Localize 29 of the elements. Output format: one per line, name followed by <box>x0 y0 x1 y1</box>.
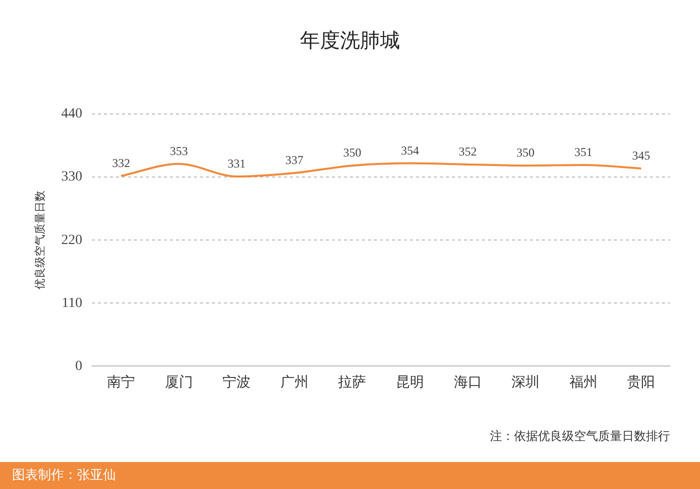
x-tick-label: 广州 <box>280 373 308 390</box>
x-tick-label: 昆明 <box>396 373 424 390</box>
data-label: 354 <box>400 143 419 158</box>
data-label: 353 <box>170 144 188 158</box>
text: 图表制作：张亚仙 <box>12 467 116 484</box>
x-tick-label: 南宁 <box>107 373 136 390</box>
data-label: 350 <box>516 146 535 160</box>
x-tick-label: 厦门 <box>164 373 193 390</box>
data-label: 352 <box>458 144 477 159</box>
data-label: 345 <box>632 148 650 163</box>
x-tick-label: 海口 <box>454 373 482 390</box>
y-tick-label: 110 <box>62 296 82 311</box>
x-tick-label: 拉萨 <box>338 373 366 390</box>
y-tick-label: 330 <box>61 170 82 185</box>
x-tick-label: 宁波 <box>222 373 251 390</box>
data-label: 331 <box>228 156 246 171</box>
data-label: 332 <box>112 156 130 170</box>
data-label: 337 <box>285 153 304 168</box>
data-label: 350 <box>343 146 362 160</box>
y-tick-label: 440 <box>61 106 82 122</box>
y-axis-title: 优良级空气质量日数 <box>34 190 47 290</box>
y-tick-label: 0 <box>75 358 82 374</box>
x-tick-label: 福州 <box>569 373 598 390</box>
text: 注：依据优良级空气质量日数排行 <box>490 428 670 445</box>
chart-title: 年度洗肺城 <box>300 28 400 52</box>
x-tick-label: 贵阳 <box>627 373 656 390</box>
data-label: 351 <box>574 145 592 160</box>
y-tick-label: 220 <box>61 232 82 248</box>
x-tick-label: 深圳 <box>512 373 540 390</box>
